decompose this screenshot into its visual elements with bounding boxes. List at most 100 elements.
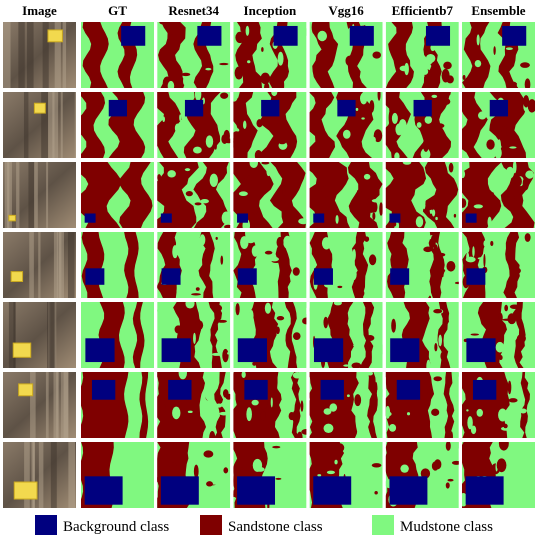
noise-blob: [466, 252, 470, 262]
background-square: [84, 476, 123, 505]
noise-blob: [292, 372, 303, 379]
noise-blob: [299, 135, 306, 146]
background-square: [313, 213, 325, 223]
noise-blob: [329, 403, 338, 412]
noise-blob: [398, 25, 404, 35]
noise-blob: [441, 98, 451, 105]
background-square: [313, 268, 333, 285]
rock-streak: [8, 302, 16, 368]
noise-blob: [451, 460, 459, 465]
noise-blob: [522, 176, 529, 191]
noise-blob: [494, 146, 502, 158]
noise-blob: [191, 237, 194, 247]
noise-blob: [448, 162, 454, 173]
noise-blob: [352, 249, 356, 261]
noise-blob: [276, 315, 285, 321]
noise-blob: [282, 79, 285, 88]
noise-blob: [241, 311, 250, 315]
rock-streak: [74, 92, 76, 158]
noise-blob: [269, 256, 279, 262]
mask-tile: [309, 22, 383, 88]
noise-blob: [179, 114, 182, 122]
noise-blob: [462, 170, 466, 179]
sandstone: [124, 232, 139, 298]
photo-tile: [3, 92, 76, 158]
noise-blob: [335, 214, 339, 224]
noise-blob: [245, 232, 253, 241]
column-header: Inception: [244, 3, 298, 18]
noise-blob: [288, 412, 295, 421]
scale-card: [12, 342, 32, 358]
background-square: [390, 268, 410, 285]
sandstone: [119, 162, 153, 228]
noise-blob: [527, 463, 535, 471]
rock-streak: [60, 92, 63, 158]
noise-blob: [157, 174, 162, 181]
mask-tile: [157, 162, 231, 228]
background-square: [389, 213, 401, 223]
sandstone: [347, 162, 383, 228]
noise-blob: [323, 316, 329, 329]
noise-blob: [211, 482, 219, 485]
mask-tile: [81, 442, 154, 508]
noise-blob: [317, 474, 322, 477]
noise-blob: [340, 372, 345, 379]
rock-streak: [50, 442, 57, 508]
noise-blob: [183, 77, 186, 85]
noise-blob: [220, 24, 229, 37]
noise-blob: [447, 478, 454, 482]
noise-blob: [293, 332, 301, 340]
noise-blob: [513, 193, 522, 201]
mask-tile: [233, 162, 307, 228]
background-square: [160, 476, 199, 505]
noise-blob: [445, 442, 451, 451]
sandstone: [462, 22, 491, 88]
noise-blob: [453, 213, 457, 218]
sandstone: [132, 302, 145, 368]
noise-blob: [509, 304, 520, 309]
noise-blob: [321, 185, 330, 198]
noise-blob: [527, 57, 534, 62]
rock-streak: [7, 162, 10, 228]
noise-blob: [312, 428, 323, 432]
sandstone: [443, 372, 455, 438]
noise-blob: [254, 372, 263, 377]
noise-blob: [251, 399, 259, 406]
noise-blob: [285, 79, 288, 84]
mask-tile: [462, 232, 535, 298]
noise-blob: [264, 250, 273, 255]
noise-blob: [491, 192, 495, 201]
noise-blob: [462, 318, 468, 327]
noise-blob: [275, 477, 282, 480]
noise-blob: [191, 293, 201, 296]
noise-blob: [235, 467, 245, 471]
noise-blob: [389, 311, 394, 315]
noise-blob: [388, 111, 392, 125]
sandstone: [489, 92, 527, 158]
noise-blob: [398, 119, 407, 132]
noise-blob: [235, 303, 240, 316]
noise-blob: [334, 459, 338, 465]
noise-blob: [374, 382, 378, 396]
rock-streak: [18, 22, 25, 88]
noise-blob: [420, 468, 431, 479]
noise-blob: [220, 92, 229, 99]
sandstone: [81, 162, 122, 228]
noise-blob: [224, 224, 231, 228]
noise-blob: [359, 92, 368, 105]
noise-blob: [205, 391, 213, 401]
noise-blob: [176, 206, 184, 210]
noise-blob: [474, 59, 482, 68]
noise-blob: [476, 34, 480, 46]
background-square: [389, 476, 428, 505]
photo-tile: [3, 22, 76, 88]
noise-blob: [431, 461, 439, 471]
noise-blob: [262, 41, 265, 44]
noise-blob: [505, 51, 512, 59]
noise-blob: [217, 284, 225, 289]
noise-blob: [333, 302, 342, 306]
legend-label: Sandstone class: [228, 519, 323, 535]
noise-blob: [246, 175, 252, 184]
scale-card: [10, 271, 24, 283]
noise-blob: [247, 60, 251, 64]
